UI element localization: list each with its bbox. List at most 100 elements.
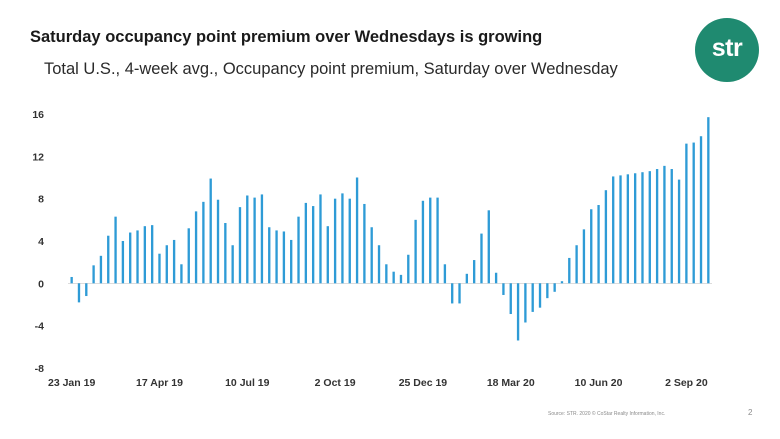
bar xyxy=(670,169,673,284)
bar xyxy=(531,283,534,312)
bar xyxy=(399,274,403,284)
bar xyxy=(480,233,483,284)
bar xyxy=(209,178,212,284)
bar xyxy=(150,225,154,284)
y-tick-label: -4 xyxy=(35,321,44,333)
bar xyxy=(202,201,205,284)
bar xyxy=(421,200,425,284)
bar xyxy=(487,210,490,284)
bar xyxy=(575,245,578,284)
x-tick-label: 10 Jul 19 xyxy=(225,377,270,389)
bars xyxy=(70,117,710,341)
bar xyxy=(165,245,168,284)
bar xyxy=(172,239,176,284)
y-tick-label: 8 xyxy=(38,194,44,206)
bar xyxy=(451,283,454,304)
bar xyxy=(260,194,264,284)
y-axis-ticks: 16 12 8 4 0 -4 -8 xyxy=(32,109,44,375)
bar xyxy=(685,143,688,284)
bar xyxy=(136,230,139,284)
bar xyxy=(597,205,600,284)
bar xyxy=(311,206,315,284)
x-tick-label: 10 Jun 20 xyxy=(575,377,623,389)
y-tick-label: 12 xyxy=(32,151,44,163)
bar xyxy=(268,227,271,284)
bar xyxy=(92,265,95,284)
bar xyxy=(194,211,198,284)
source-note: Source: STR. 2020 © CoStar Realty Inform… xyxy=(548,411,666,417)
bar xyxy=(85,283,88,297)
bar xyxy=(385,264,388,284)
bar xyxy=(246,195,249,284)
bar xyxy=(648,171,651,284)
bar xyxy=(99,255,103,284)
bar xyxy=(216,199,220,284)
bar xyxy=(619,175,622,284)
bar xyxy=(158,253,161,284)
x-tick-label: 17 Apr 19 xyxy=(136,377,183,389)
bar xyxy=(699,136,703,284)
bar xyxy=(472,260,476,284)
bar xyxy=(129,232,132,284)
x-tick-label: 18 Mar 20 xyxy=(487,377,535,389)
bar xyxy=(282,231,286,284)
y-tick-label: 4 xyxy=(38,236,44,248)
bar xyxy=(392,271,395,284)
bar xyxy=(641,172,644,284)
bar xyxy=(333,198,337,284)
x-tick-label: 25 Dec 19 xyxy=(399,377,448,389)
bar xyxy=(348,198,351,284)
y-tick-label: -8 xyxy=(35,363,44,375)
y-tick-label: 0 xyxy=(38,278,44,290)
bar xyxy=(238,207,242,284)
bar xyxy=(253,197,256,284)
bar xyxy=(582,229,586,284)
bar xyxy=(612,176,615,284)
bar xyxy=(231,245,234,284)
bar xyxy=(77,283,81,303)
bar xyxy=(121,241,125,284)
bar xyxy=(187,228,190,284)
bar xyxy=(414,219,417,284)
bar xyxy=(677,179,681,284)
bar xyxy=(707,117,710,284)
bar xyxy=(494,272,498,284)
bar xyxy=(355,177,359,284)
bar xyxy=(407,254,410,284)
logo-text: str xyxy=(711,34,743,62)
bar xyxy=(553,283,556,292)
bar xyxy=(70,276,73,284)
bar xyxy=(568,257,571,284)
bar xyxy=(560,281,564,284)
bar xyxy=(626,174,630,284)
bar xyxy=(663,165,666,284)
bar xyxy=(326,226,329,284)
bar xyxy=(465,273,469,284)
bar xyxy=(538,283,542,308)
bar xyxy=(224,223,227,284)
bar xyxy=(502,283,505,295)
x-tick-label: 2 Sep 20 xyxy=(665,377,708,389)
bar xyxy=(297,216,300,284)
bar xyxy=(509,283,512,315)
bar xyxy=(436,197,439,284)
bar xyxy=(443,264,447,284)
str-logo: str xyxy=(695,18,759,82)
bar xyxy=(304,202,308,284)
bar xyxy=(692,142,695,284)
bar xyxy=(604,190,608,284)
bar xyxy=(275,230,278,284)
page-number: 2 xyxy=(748,408,753,417)
bar xyxy=(290,239,293,284)
bar xyxy=(319,194,322,284)
bar xyxy=(180,264,183,284)
bar xyxy=(143,226,147,284)
bar xyxy=(377,245,381,284)
bar xyxy=(458,283,461,304)
bar xyxy=(516,283,520,341)
bar xyxy=(370,227,373,284)
bar xyxy=(107,235,110,284)
chart-subtitle: Total U.S., 4-week avg., Occupancy point… xyxy=(44,60,618,78)
bar xyxy=(633,173,637,284)
